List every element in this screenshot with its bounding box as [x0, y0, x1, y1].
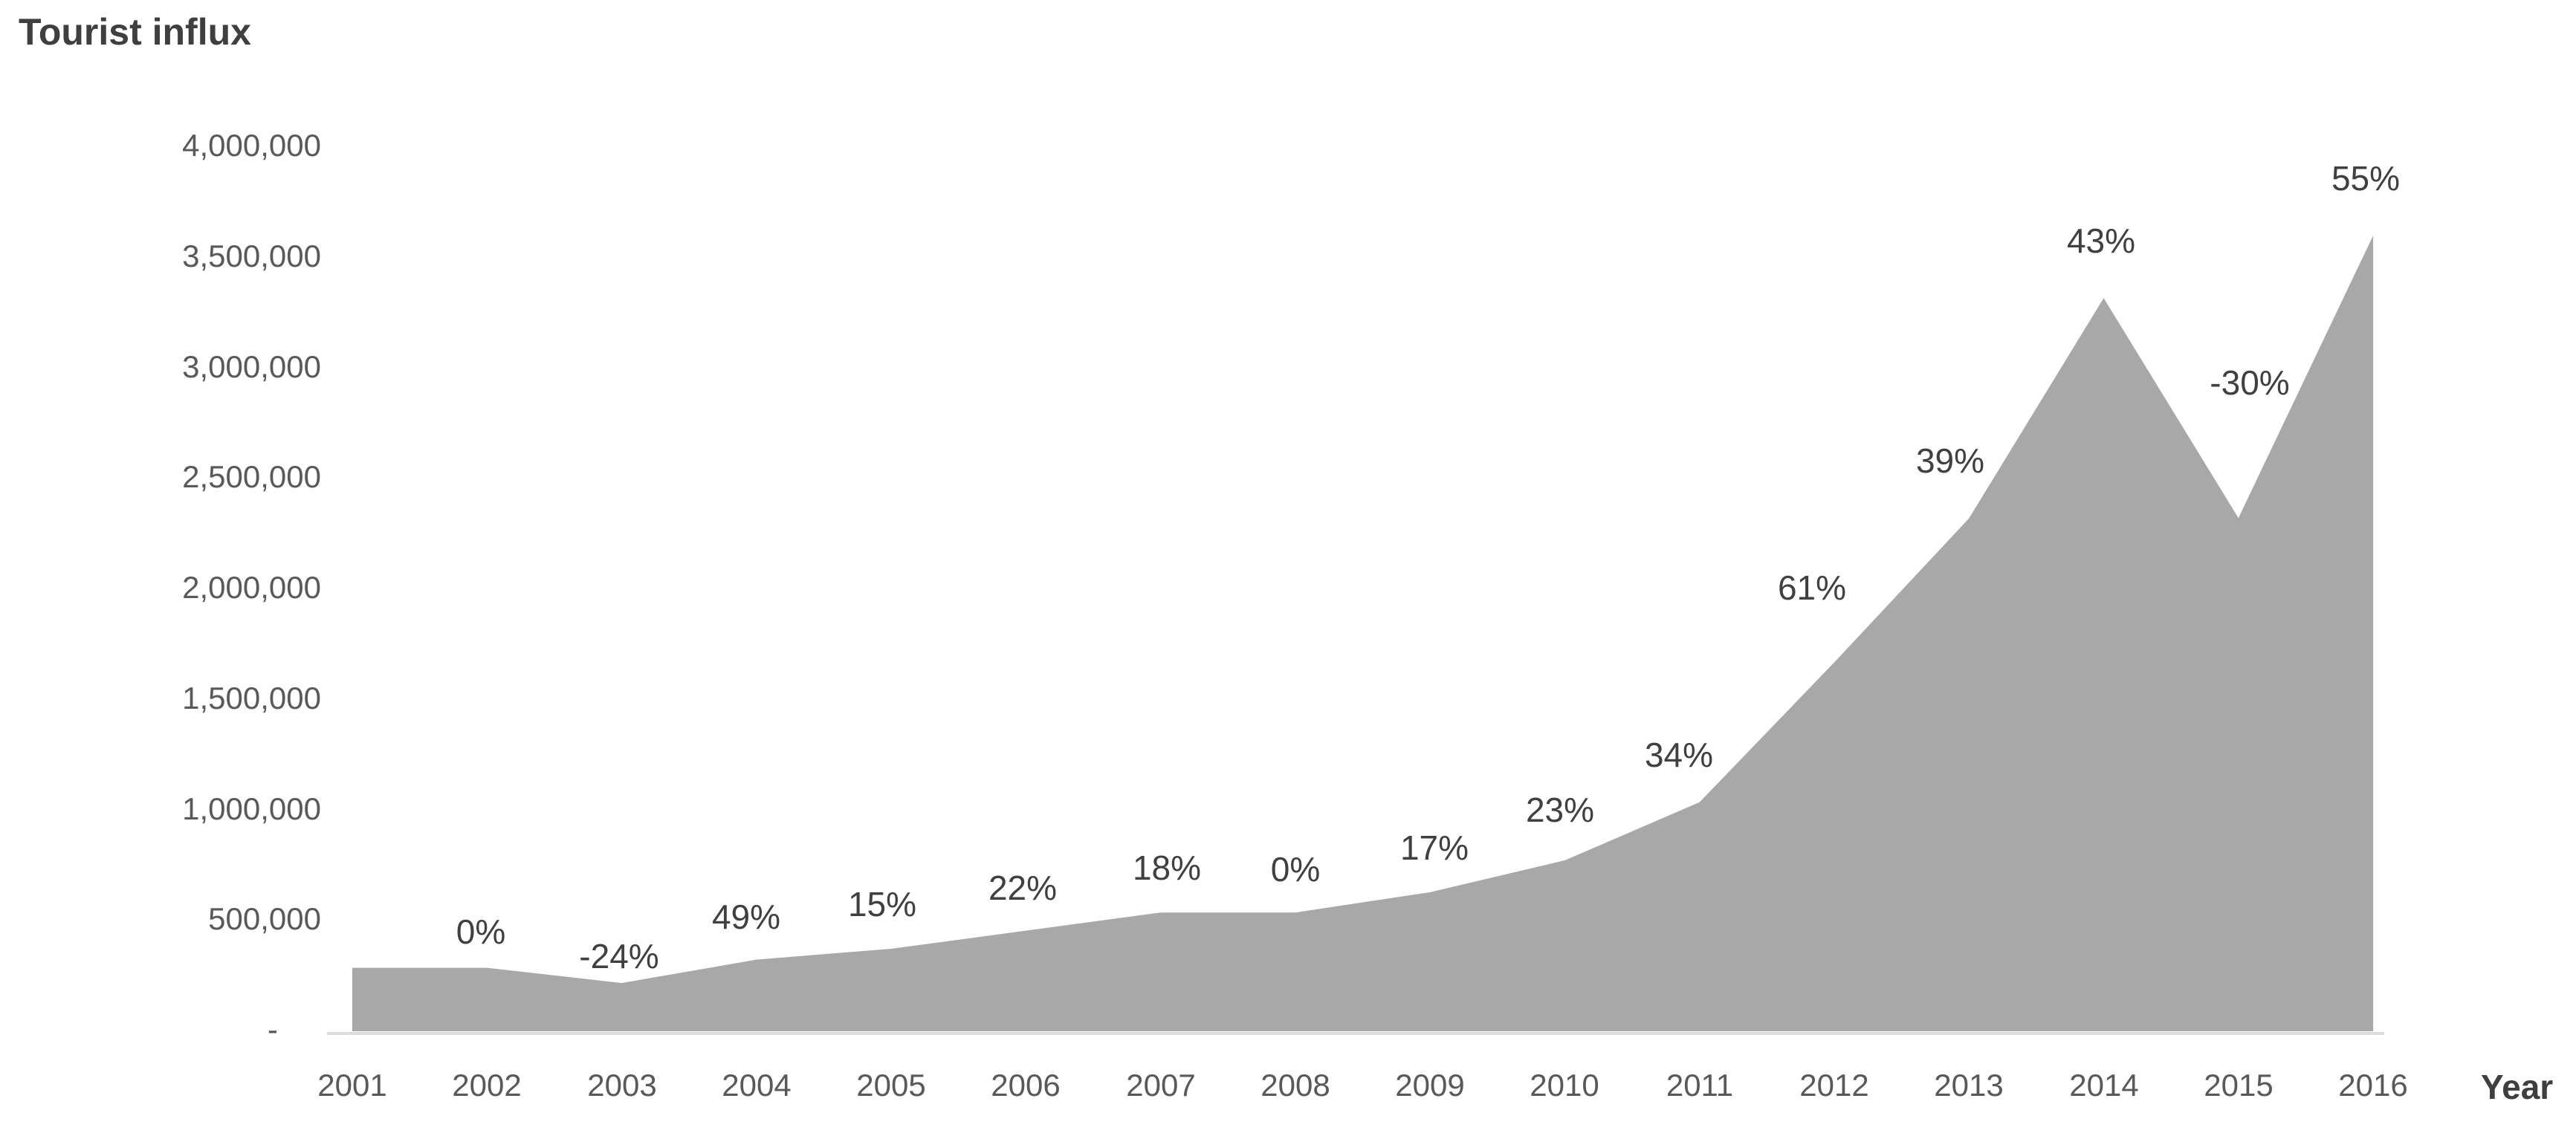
x-axis-tick-label: 2003 — [587, 1068, 657, 1103]
x-axis-tick-label: 2001 — [317, 1068, 387, 1103]
data-label-2006: 22% — [988, 869, 1058, 907]
data-label-2008: 0% — [1270, 850, 1321, 889]
y-axis-tick-label: 3,500,000 — [182, 238, 321, 274]
data-label-2015: -30% — [2210, 363, 2290, 402]
data-label-2003: -24% — [579, 937, 659, 976]
x-axis-tick-label: 2010 — [1530, 1068, 1599, 1103]
x-axis-tick-label: 2006 — [991, 1068, 1061, 1103]
x-axis-tick-label: 2002 — [452, 1068, 522, 1103]
x-axis-line — [327, 1032, 2384, 1035]
data-label-2016: 55% — [2331, 159, 2401, 198]
data-label-2013: 39% — [1915, 441, 1985, 480]
x-axis-tick-label: 2016 — [2338, 1068, 2408, 1103]
data-label-2010: 23% — [1525, 791, 1595, 829]
x-axis-tick-label: 2007 — [1126, 1068, 1196, 1103]
y-axis-tick-label: 2,500,000 — [182, 459, 321, 495]
x-axis-tick-label: 2013 — [1934, 1068, 2004, 1103]
data-label-2007: 18% — [1132, 848, 1202, 887]
x-axis-tick-label: 2004 — [722, 1068, 792, 1103]
data-label-2002: 0% — [456, 912, 506, 951]
x-axis-tick-label: 2011 — [1666, 1068, 1734, 1103]
data-label-2009: 17% — [1399, 828, 1469, 867]
data-label-2011: 34% — [1644, 736, 1714, 774]
y-axis-tick-label: 1,000,000 — [182, 791, 321, 827]
x-axis-tick-label: 2005 — [856, 1068, 926, 1103]
chart-title: Tourist influx — [19, 11, 251, 53]
x-axis-tick-label: 2014 — [2069, 1068, 2139, 1103]
x-axis-title: Year — [2481, 1068, 2554, 1106]
y-axis-tick-label: 4,000,000 — [182, 128, 321, 163]
data-label-2004: 49% — [711, 898, 781, 936]
y-axis-tick-label: 2,000,000 — [182, 570, 321, 606]
y-axis-tick-label: 3,000,000 — [182, 349, 321, 385]
y-axis-tick-label: 500,000 — [208, 901, 321, 937]
tourist-influx-area-shape — [352, 236, 2374, 1031]
x-axis-tick-label: 2008 — [1261, 1068, 1330, 1103]
data-label-2012: 61% — [1777, 568, 1847, 607]
data-label-2005: 15% — [847, 885, 917, 924]
y-axis-tick-label: 1,500,000 — [182, 681, 321, 716]
data-label-2014: 43% — [2066, 221, 2136, 260]
x-axis-tick-label: 2009 — [1395, 1068, 1465, 1103]
x-axis-tick-label: 2012 — [1799, 1068, 1869, 1103]
y-axis-tick-label: - — [268, 1012, 278, 1048]
x-axis-tick-label: 2015 — [2204, 1068, 2274, 1103]
